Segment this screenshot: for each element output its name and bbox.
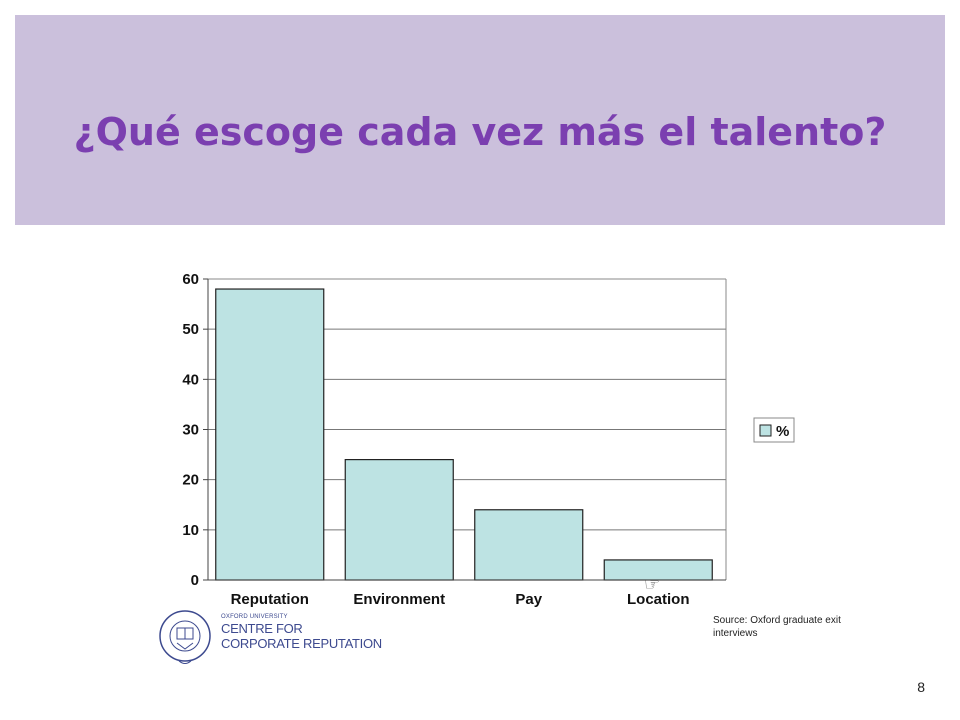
logo-line-1: OXFORD UNIVERSITY xyxy=(221,614,288,620)
bar-environment xyxy=(344,459,454,581)
y-tick-label: 10 xyxy=(182,522,199,539)
slide-title: ¿Qué escoge cada vez más el talento? xyxy=(73,110,887,154)
y-tick-labels: 0 10 20 30 40 50 60 xyxy=(182,271,199,589)
oxford-centre-logo: OXFORD UNIVERSITY CENTRE FOR CORPORATE R… xyxy=(157,606,387,668)
category-label: Pay xyxy=(515,591,542,608)
source-note: Source: Oxford graduate exit interviews xyxy=(713,615,841,639)
logo-text: OXFORD UNIVERSITY CENTRE FOR CORPORATE R… xyxy=(221,614,382,650)
bars xyxy=(215,288,713,581)
category-label: Environment xyxy=(353,591,445,608)
hand-pointer-icon: ☞ xyxy=(644,574,661,595)
legend-swatch xyxy=(759,424,772,437)
page-number: 8 xyxy=(917,679,925,695)
category-labels: Reputation Environment Pay Location xyxy=(231,591,690,608)
y-tick-label: 30 xyxy=(182,422,199,439)
title-band: ¿Qué escoge cada vez más el talento? xyxy=(15,15,945,225)
category-label: Reputation xyxy=(231,591,309,608)
logo-line-2: CENTRE FOR xyxy=(221,621,303,636)
logo-line-3: CORPORATE REPUTATION xyxy=(221,636,382,651)
legend: % xyxy=(753,417,795,443)
y-tick-label: 20 xyxy=(182,472,199,489)
bar-pay xyxy=(474,509,584,581)
category-label: Location xyxy=(627,591,690,608)
legend-label: % xyxy=(776,423,789,440)
y-tick-label: 0 xyxy=(191,572,199,589)
y-tick-label: 50 xyxy=(182,321,199,338)
y-tick-label: 40 xyxy=(182,371,199,388)
bar-reputation xyxy=(215,288,325,581)
y-tick-label: 60 xyxy=(182,271,199,288)
university-seal-icon xyxy=(159,610,211,664)
axes xyxy=(207,278,727,581)
